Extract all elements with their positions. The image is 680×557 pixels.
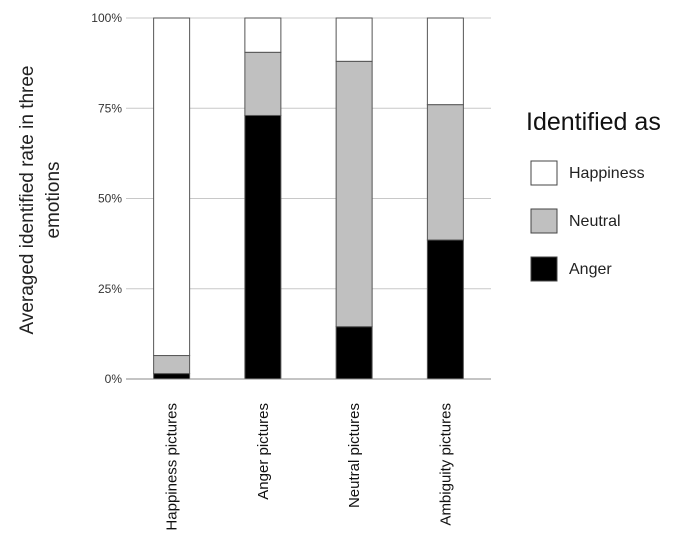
- bar-segment-anger-pictures-happiness: [244, 17, 282, 53]
- y-tick-label-0: 0%: [105, 372, 123, 386]
- bar-segment-happiness-pictures-neutral: [153, 355, 191, 375]
- x-category-label-anger-pictures: Anger pictures: [255, 403, 272, 500]
- y-tick-label-25: 25%: [98, 282, 122, 296]
- legend-swatch-anger: [530, 256, 558, 282]
- x-category-label-neutral-pictures: Neutral pictures: [346, 403, 363, 508]
- legend-label-anger: Anger: [569, 261, 612, 278]
- bar-segment-ambiguity-pictures-happiness: [426, 17, 464, 106]
- legend-swatch-happiness: [530, 160, 558, 186]
- bar-segment-neutral-pictures-happiness: [335, 17, 373, 62]
- bar-segment-neutral-pictures-neutral: [335, 60, 373, 328]
- bar-segment-ambiguity-pictures-neutral: [426, 104, 464, 241]
- bar-segment-ambiguity-pictures-anger: [426, 239, 464, 380]
- x-axis-category-labels: Happiness pictures Anger pictures Neutral …: [164, 403, 455, 531]
- y-tick-label-50: 50%: [98, 192, 122, 206]
- y-tick-label-75: 75%: [98, 101, 122, 115]
- y-axis-ticks: 0% 25% 50% 75% 100%: [91, 11, 122, 386]
- bar-segment-neutral-pictures-anger: [335, 326, 373, 380]
- legend: Identified as Happiness Neutral Anger: [526, 108, 661, 282]
- legend-entries: Happiness Neutral Anger: [530, 160, 645, 282]
- bar-stack-neutral-pictures: [335, 17, 373, 380]
- legend-title: Identified as: [526, 108, 661, 136]
- bar-segment-happiness-pictures-happiness: [153, 17, 191, 357]
- bar-segment-happiness-pictures-anger: [153, 373, 191, 380]
- x-category-label-ambiguity-pictures: Ambiguity pictures: [437, 403, 454, 526]
- bars: [153, 17, 464, 380]
- y-axis-label-line-2: emotions: [43, 161, 64, 238]
- bar-segment-anger-pictures-neutral: [244, 51, 282, 116]
- legend-label-happiness: Happiness: [569, 165, 645, 182]
- y-axis-label-line-1: Averaged identified rate in three: [17, 66, 38, 335]
- legend-swatch-neutral: [530, 208, 558, 234]
- bar-segment-anger-pictures-anger: [244, 114, 282, 380]
- x-category-label-happiness-pictures: Happiness pictures: [164, 403, 181, 531]
- bar-stack-anger-pictures: [244, 17, 282, 380]
- bar-stack-ambiguity-pictures: [426, 17, 464, 380]
- bar-stack-happiness-pictures: [153, 17, 191, 380]
- y-tick-label-100: 100%: [91, 11, 122, 25]
- legend-label-neutral: Neutral: [569, 213, 621, 230]
